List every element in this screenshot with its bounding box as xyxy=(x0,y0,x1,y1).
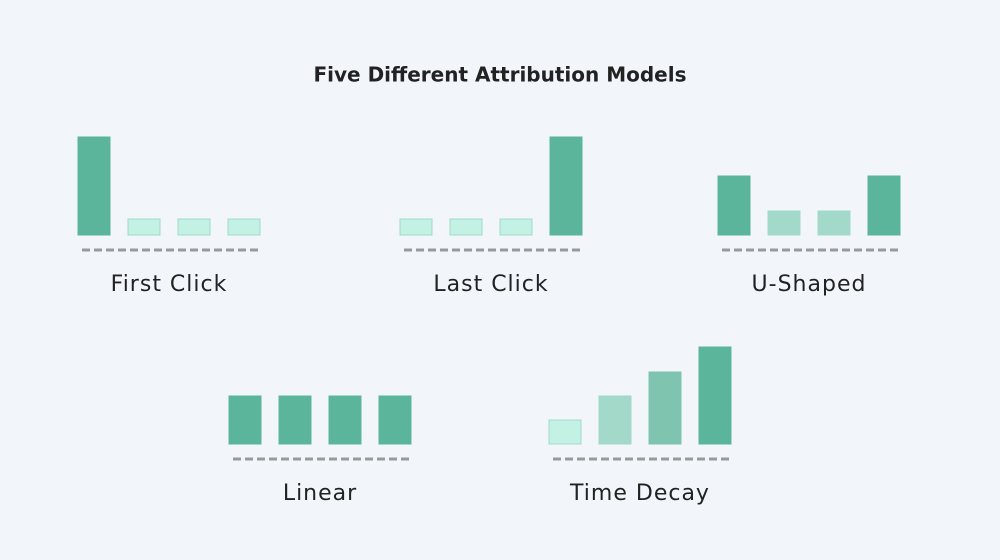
bar xyxy=(227,218,261,236)
chart-label: Linear xyxy=(283,481,357,506)
bar xyxy=(717,175,751,236)
bar xyxy=(449,218,483,236)
chart-label: Time Decay xyxy=(569,481,710,506)
bar xyxy=(328,395,362,445)
bar xyxy=(499,218,533,236)
bar xyxy=(127,218,161,236)
bar xyxy=(648,371,682,445)
bar xyxy=(867,175,901,236)
bar xyxy=(77,136,111,236)
bar xyxy=(378,395,412,445)
bar xyxy=(698,346,732,445)
bar xyxy=(177,218,211,236)
bar xyxy=(399,218,433,236)
page-title: Five Different Attribution Models xyxy=(313,63,686,87)
chart-label: U-Shaped xyxy=(752,272,867,297)
bar xyxy=(817,210,851,236)
bar xyxy=(767,210,801,236)
bar xyxy=(278,395,312,445)
bar xyxy=(228,395,262,445)
chart-label: Last Click xyxy=(433,272,548,297)
chart-label: First Click xyxy=(111,272,228,297)
bar xyxy=(549,136,583,236)
bar xyxy=(598,395,632,445)
bar xyxy=(548,419,582,445)
